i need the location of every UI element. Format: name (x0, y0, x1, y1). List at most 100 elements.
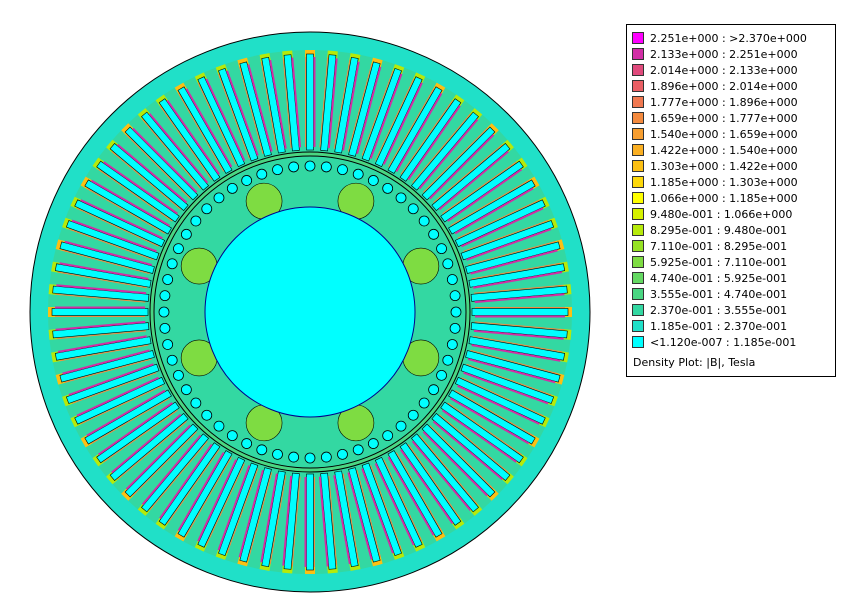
legend-entry: 1.185e+000 : 1.303e+000 (632, 174, 798, 190)
stator-slot (470, 321, 572, 340)
stator-slot (470, 284, 572, 304)
legend-label: 3.555e-001 : 4.740e-001 (650, 287, 788, 301)
slot-part (239, 66, 264, 154)
rotor-bar (180, 228, 192, 240)
slot-part (418, 118, 479, 190)
slot-part (411, 440, 472, 511)
slot-part (59, 344, 149, 362)
stator-slot (174, 450, 233, 542)
stator-slot (454, 196, 550, 248)
slot-part (333, 475, 351, 565)
stator-slot (465, 239, 565, 275)
stator-slot (282, 472, 301, 574)
stator-slot (215, 462, 259, 560)
stator-slot (465, 349, 565, 385)
rotor-bar (395, 192, 407, 204)
stator-slot (48, 320, 150, 340)
legend-label: 1.777e+000 : 1.896e+000 (650, 95, 798, 109)
stator-slot (374, 72, 426, 168)
stator-slot (471, 307, 572, 318)
legend-swatch (632, 208, 644, 220)
slot-part (269, 59, 287, 149)
rotor-bar (436, 369, 447, 381)
slot-part (466, 228, 552, 261)
stator-slot (347, 467, 383, 567)
stator-slot (62, 363, 160, 407)
stator-slot (215, 64, 259, 162)
legend-entry: 2.014e+000 : 2.133e+000 (632, 62, 798, 78)
slot-part (103, 161, 178, 215)
slot-part (432, 420, 504, 481)
slot-part (159, 105, 213, 180)
legend-entry: 8.295e-001 : 9.480e-001 (632, 222, 787, 238)
slot-part (450, 180, 529, 227)
rotor-bar (449, 290, 461, 302)
slot-part (51, 308, 149, 316)
legend-label: 2.370e-001 : 3.555e-001 (650, 303, 788, 317)
slot-part (383, 459, 423, 542)
slot-part (356, 470, 381, 558)
stator-slot (121, 123, 199, 201)
slot-part (205, 78, 246, 161)
slot-part (361, 468, 394, 554)
slot-part (429, 425, 494, 490)
slot-part (59, 262, 149, 280)
slot-part (447, 168, 523, 222)
stator-slot (387, 82, 446, 174)
slot-part (57, 335, 147, 353)
legend-swatch (632, 112, 644, 124)
slot-part (291, 476, 301, 567)
slot-part (247, 472, 273, 560)
slot-part (370, 465, 402, 551)
stator-slot (460, 363, 558, 407)
stator-slot (318, 472, 338, 574)
slot-part (167, 449, 220, 524)
rotor-bar (446, 339, 458, 350)
slot-part (442, 409, 517, 463)
slot-part (68, 363, 154, 396)
stator-slot (421, 123, 499, 201)
slot-part (185, 456, 232, 536)
slot-part (117, 421, 187, 480)
slot-part (111, 413, 182, 474)
legend-label: 1.422e+000 : 1.540e+000 (650, 143, 798, 157)
rotor-bar (320, 161, 332, 173)
stator-slot (448, 176, 540, 235)
slot-part (422, 431, 488, 497)
legend-swatch (632, 240, 644, 252)
slot-part (407, 105, 461, 180)
rotor-bar (450, 306, 462, 318)
rotor-bar (418, 397, 430, 409)
slot-part (342, 61, 360, 151)
slot-part (132, 127, 198, 193)
stator-slot (174, 82, 233, 174)
slot-part (407, 444, 461, 519)
slot-part (473, 284, 564, 294)
slot-part (333, 60, 351, 149)
rotor-bar (304, 452, 316, 464)
slot-part (438, 414, 509, 473)
legend-title: Density Plot: |B|, Tesla (633, 356, 756, 369)
slot-part (361, 70, 394, 156)
slot-part (269, 475, 287, 564)
slot-part (116, 143, 188, 204)
stator-slot (194, 456, 246, 552)
stator-slot (70, 376, 166, 428)
rotor-bar (337, 164, 348, 176)
slot-part (80, 199, 163, 240)
legend-swatch (632, 176, 644, 188)
slot-part (461, 377, 544, 417)
slot-part (306, 53, 314, 151)
slot-part (166, 99, 220, 175)
slot-part (125, 424, 191, 490)
rotor-bar (213, 192, 225, 204)
rotor-bar (180, 384, 192, 396)
stator-slot (194, 72, 246, 168)
stator-slot (347, 57, 383, 157)
stator-slot (361, 462, 405, 560)
slot-part (260, 473, 278, 563)
rotor-bar (241, 438, 253, 449)
slot-part (217, 465, 251, 551)
rotor-bar (320, 451, 332, 463)
legend-entry: 9.480e-001 : 1.066e+000 (632, 206, 792, 222)
